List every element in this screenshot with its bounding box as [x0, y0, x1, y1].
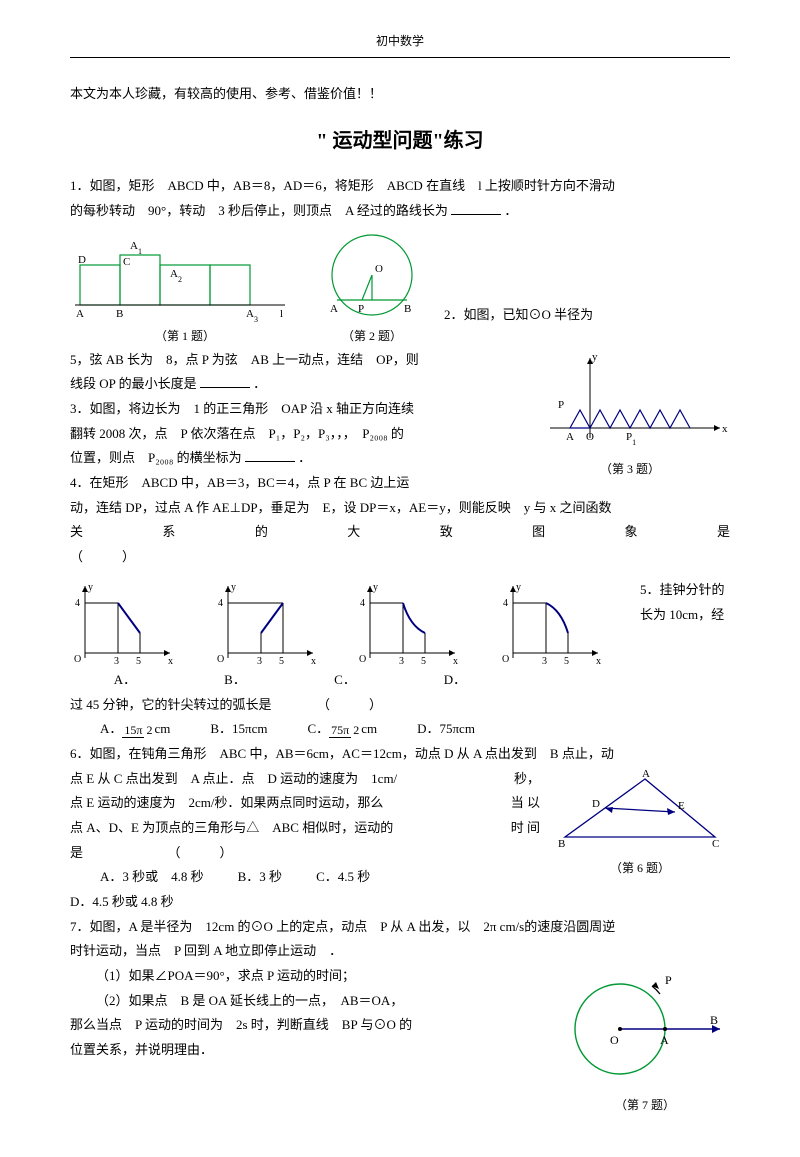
svg-text:4: 4	[218, 598, 223, 609]
q1-line2: 的每秒转动 90°，转动 3 秒后停止，则顶点 A 经过的路线长为 ．	[70, 199, 730, 224]
svg-text:P: P	[665, 973, 672, 987]
q1-line2-b: ．	[504, 203, 517, 218]
q6-d: 点 A、D、E 为顶点的三角形与△ ABC 相似时，运动的时 间	[70, 816, 540, 841]
svg-text:O: O	[502, 654, 509, 665]
q1-line1: 1．如图，矩形 ABCD 中，AB＝8，AD＝6，将矩形 ABCD 在直线 l …	[70, 174, 730, 199]
svg-text:x: x	[168, 656, 173, 667]
q4-b: 动，连结 DP，过点 A 作 AE⊥DP，垂足为 E，设 DP＝x，AE＝y，则…	[70, 496, 730, 521]
main-title: " 运动型问题"练习	[70, 122, 730, 160]
svg-text:x: x	[596, 656, 601, 667]
svg-text:y: y	[592, 351, 598, 363]
svg-text:5: 5	[279, 656, 284, 667]
chart-A: 4 y O 3 5 x	[70, 578, 180, 668]
svg-text:5: 5	[136, 656, 141, 667]
svg-text:O: O	[610, 1033, 619, 1047]
q3-figure: y x P A O P1 （第 3 题）	[530, 348, 730, 481]
svg-text:B: B	[710, 1013, 718, 1027]
lbl-C: C	[123, 256, 130, 268]
q7-b: 时针运动，当点 P 回到 A 地立即停止运动 ．	[70, 939, 730, 964]
svg-text:A: A	[660, 1033, 669, 1047]
svg-text:x: x	[722, 423, 728, 435]
svg-text:3: 3	[399, 656, 404, 667]
q2-blank	[200, 375, 250, 388]
q6-a: 6．如图，在钝角三角形 ABC 中，AB＝6cm，AC＝12cm，动点 D 从 …	[70, 742, 730, 767]
svg-text:O: O	[586, 431, 594, 443]
svg-text:3: 3	[257, 656, 262, 667]
svg-text:3: 3	[542, 656, 547, 667]
intro-text: 本文为本人珍藏，有较高的使用、参考、借鉴价值！！	[70, 82, 730, 107]
svg-text:5: 5	[421, 656, 426, 667]
opt-D: D．	[400, 668, 510, 693]
q2-start: 2．如图，已知⊙O 半径为	[444, 303, 730, 348]
lbl-B: B	[116, 308, 123, 320]
chart-B: 4 y O 3 5 x	[213, 578, 323, 668]
svg-text:x: x	[453, 656, 458, 667]
q7-a: 7．如图，A 是半径为 12cm 的⊙O 上的定点，动点 P 从 A 出发，以 …	[70, 915, 730, 940]
svg-text:y: y	[231, 582, 236, 593]
chart-C: 4 y O 3 5 x	[355, 578, 465, 668]
svg-text:l: l	[280, 308, 283, 320]
svg-text:O: O	[375, 263, 383, 275]
q4-c: 关 系 的 大 致 图 象 是	[70, 520, 730, 545]
page-header: 初中数学	[70, 30, 730, 58]
q2-figure: O A P B （第 2 题）	[312, 230, 432, 348]
opt-C: C．	[290, 668, 400, 693]
svg-text:y: y	[373, 582, 378, 593]
q5-line: 过 45 分钟，它的针尖转过的弧长是 （ ）	[70, 693, 730, 718]
svg-text:P: P	[358, 303, 364, 315]
q1-line2-a: 的每秒转动 90°，转动 3 秒后停止，则顶点 A 经过的路线长为	[70, 203, 448, 218]
svg-text:B: B	[404, 303, 411, 315]
q6-opt-d: D．4.5 秒或 4.8 秒	[70, 890, 730, 915]
q6-figure: A B C D E （第 6 题）	[550, 767, 730, 880]
svg-text:A1: A1	[130, 240, 142, 256]
opt-B: B．	[180, 668, 290, 693]
q5-tail: 5．挂钟分针的 长为 10cm，经	[640, 578, 730, 627]
q5-opts: A．15π2cm B．15πcm C．75π2cm D．75πcm	[70, 717, 730, 742]
q3-caption: （第 3 题）	[530, 458, 730, 481]
svg-text:P: P	[558, 399, 564, 411]
svg-text:O: O	[359, 654, 366, 665]
q4-d: （ ）	[70, 545, 730, 570]
q3-blank	[245, 449, 295, 462]
svg-text:A2: A2	[170, 268, 182, 284]
q1-caption: （第 1 题）	[70, 325, 300, 348]
q6-c: 点 E 运动的速度为 2cm/秒．如果两点同时运动，那么当 以	[70, 791, 540, 816]
svg-text:C: C	[712, 838, 719, 850]
svg-text:D: D	[592, 798, 600, 810]
svg-text:A: A	[566, 431, 574, 443]
svg-text:y: y	[88, 582, 93, 593]
chart-D: 4 y O 3 5 x	[498, 578, 608, 668]
svg-text:A: A	[330, 303, 338, 315]
opt-A: A．	[70, 668, 180, 693]
q6-opts: A．3 秒或 4.8 秒 B．3 秒 C．4.5 秒	[70, 865, 540, 890]
svg-text:B: B	[558, 838, 565, 850]
svg-text:y: y	[516, 582, 521, 593]
svg-text:O: O	[74, 654, 81, 665]
svg-text:P1: P1	[626, 431, 636, 447]
q6-b: 点 E 从 C 点出发到 A 点止．点 D 运动的速度为 1cm/秒，	[70, 767, 540, 792]
svg-text:3: 3	[114, 656, 119, 667]
svg-text:x: x	[311, 656, 316, 667]
svg-text:4: 4	[75, 598, 80, 609]
svg-text:4: 4	[503, 598, 508, 609]
q1-figure: D A B C A1 A2 A3 l （第 1 题）	[70, 235, 300, 348]
svg-text:4: 4	[360, 598, 365, 609]
svg-text:A3: A3	[246, 308, 258, 324]
svg-text:O: O	[217, 654, 224, 665]
q1: 1．如图，矩形 ABCD 中，AB＝8，AD＝6，将矩形 ABCD 在直线 l …	[70, 174, 730, 223]
lbl-A: A	[76, 308, 84, 320]
lbl-D: D	[78, 254, 86, 266]
svg-text:5: 5	[564, 656, 569, 667]
q2-caption: （第 2 题）	[312, 325, 432, 348]
svg-text:E: E	[678, 800, 685, 812]
q7-figure: O A B P （第 7 题）	[560, 964, 730, 1117]
q1-blank	[451, 202, 501, 215]
svg-text:A: A	[642, 768, 650, 780]
